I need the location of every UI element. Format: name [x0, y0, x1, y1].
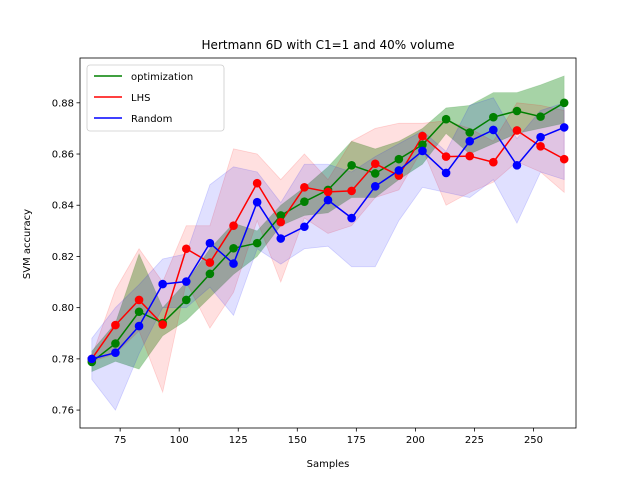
x-axis: 75 100 125 150 175 200 225 250: [114, 428, 543, 446]
random-point: [441, 168, 451, 178]
optimization-point: [111, 339, 120, 348]
random-point: [181, 277, 191, 286]
lhs-point: [536, 142, 545, 151]
random-point: [323, 195, 333, 205]
lhs-point: [559, 154, 569, 164]
random-point: [370, 181, 380, 191]
optimization-point: [134, 307, 144, 317]
legend-box: [86, 64, 225, 132]
optimization-point: [276, 211, 286, 220]
optimization-point: [559, 98, 569, 108]
optimization-point: [394, 154, 404, 164]
lhs-point: [512, 126, 522, 135]
x-tick-label: 75: [114, 435, 127, 446]
y-tick-label: 0.88: [52, 98, 74, 109]
lhs-point: [134, 295, 144, 305]
optimization-point: [370, 169, 380, 178]
optimization-point: [418, 140, 427, 150]
optimization-point: [536, 112, 545, 121]
x-tick-label: 125: [229, 435, 248, 446]
lhs-point: [347, 186, 356, 196]
optimization-point: [441, 114, 451, 124]
legend-label-optimization: optimization: [131, 72, 193, 83]
random-point: [276, 234, 286, 243]
random-point: [87, 354, 97, 364]
lhs-point: [323, 187, 333, 197]
chart-title: Hertmann 6D with C1=1 and 40% volume: [202, 38, 455, 52]
y-tick-label: 0.82: [52, 252, 74, 263]
plot-frame: [79, 57, 577, 429]
random-point: [489, 125, 498, 135]
random-point: [512, 160, 522, 170]
x-tick-label: 150: [288, 435, 307, 446]
lhs-point: [300, 183, 309, 192]
random-point: [205, 238, 215, 248]
lhs-point: [252, 178, 262, 188]
optimization-point: [229, 243, 238, 253]
lhs-point: [441, 152, 451, 161]
random-point: [134, 321, 144, 331]
x-tick-label: 175: [347, 435, 366, 446]
lhs-point: [276, 217, 286, 227]
random-point: [158, 279, 167, 289]
random-point: [559, 123, 569, 132]
lhs-point: [489, 157, 498, 167]
y-tick-label: 0.84: [52, 201, 74, 212]
optimization-point: [489, 112, 498, 122]
y-tick-label: 0.76: [52, 406, 74, 417]
random-point: [300, 222, 309, 232]
series-markers: [87, 98, 569, 367]
lhs-point: [158, 320, 167, 329]
optimization-point: [465, 128, 475, 137]
lhs-point: [465, 151, 475, 161]
optimization-point: [512, 106, 522, 116]
random-point: [347, 213, 356, 223]
y-tick-label: 0.80: [52, 303, 74, 314]
lhs-point: [418, 131, 427, 141]
lhs-point: [229, 221, 238, 231]
random-point: [465, 136, 475, 146]
x-axis-title: Samples: [307, 459, 350, 470]
y-axis: 0.76 0.78 0.80 0.82 0.84 0.86 0.88: [52, 98, 80, 417]
optimization-point: [252, 238, 262, 248]
optimization-point: [205, 269, 215, 279]
legend: optimization LHS Random: [86, 64, 225, 132]
y-tick-label: 0.78: [52, 354, 74, 365]
lhs-point: [205, 258, 215, 267]
lhs-point: [181, 244, 191, 254]
random-point: [252, 197, 262, 207]
y-tick-label: 0.86: [52, 150, 74, 161]
legend-label-lhs: LHS: [131, 93, 150, 104]
x-tick-label: 250: [524, 435, 543, 446]
random-point: [229, 259, 238, 268]
y-axis-title: SVM accuracy: [22, 209, 33, 279]
random-point: [394, 166, 404, 175]
x-tick-label: 100: [170, 435, 189, 446]
optimization-point: [347, 160, 356, 170]
optimization-point: [181, 295, 191, 305]
legend-label-random: Random: [131, 114, 172, 125]
lhs-point: [111, 320, 120, 330]
optimization-point: [300, 197, 309, 206]
x-tick-label: 225: [465, 435, 484, 446]
random-point: [536, 132, 545, 142]
random-point: [418, 146, 427, 156]
lhs-point: [370, 159, 380, 169]
random-point: [111, 348, 120, 358]
x-tick-label: 200: [406, 435, 425, 446]
